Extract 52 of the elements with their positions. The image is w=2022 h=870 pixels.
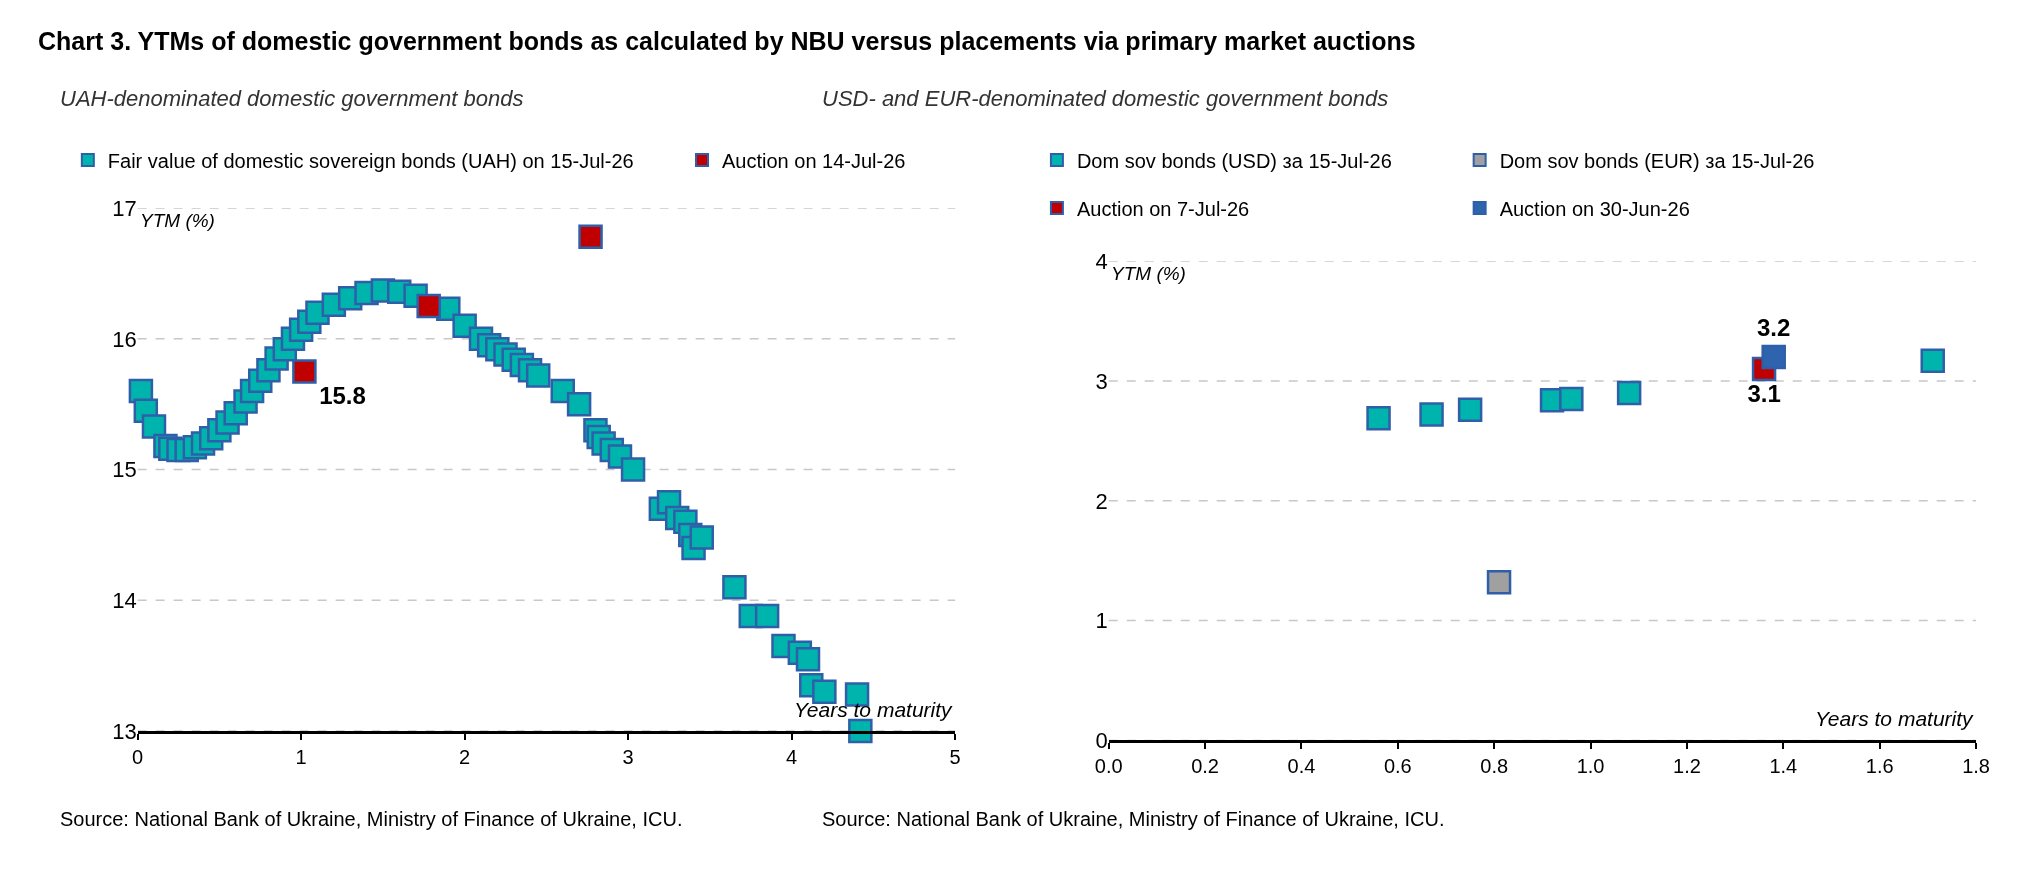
y-tick-label: 15 <box>112 457 137 483</box>
x-axis-title: Years to maturity <box>1815 707 1975 730</box>
y-tick-label: 3 <box>1095 368 1108 394</box>
data-label: 3.2 <box>1757 314 1791 342</box>
x-tick-label: 1.0 <box>1576 755 1605 778</box>
source-note: Source: National Bank of Ukraine, Ministry of Finance of Ukraine, ICU. <box>822 808 1445 830</box>
x-tick-label: 4 <box>786 746 798 769</box>
x-tick-label: 1.2 <box>1673 755 1701 778</box>
x-tick-label: 1.8 <box>1962 755 1990 778</box>
point <box>416 293 441 319</box>
point <box>1920 348 1945 373</box>
point <box>578 224 603 250</box>
x-tick-label: 2 <box>459 746 471 769</box>
x-tick-label: 5 <box>949 746 961 769</box>
legend-label: Auction on 14-Jul-26 <box>721 149 906 172</box>
legend-label: Dom sov bonds (EUR) за 15-Jul-26 <box>1499 149 1815 172</box>
point <box>1559 386 1584 412</box>
legend-label: Dom sov bonds (USD) за 15-Jul-26 <box>1076 149 1392 172</box>
legend-label: Auction on 30-Jun-26 <box>1499 197 1690 220</box>
legend-label: Fair value of domestic sovereign bonds (UAH) on 15-Jul-26 <box>107 149 634 172</box>
x-tick-label: 1.6 <box>1865 755 1894 778</box>
y-axis-title: YTM (%) <box>1111 263 1186 284</box>
x-tick-label: 0.4 <box>1287 755 1316 778</box>
data-label: 15.8 <box>319 382 366 410</box>
point <box>1419 402 1444 427</box>
point <box>1616 380 1642 406</box>
legend-label: Auction on 7-Jul-26 <box>1076 197 1250 220</box>
x-tick-label: 0.8 <box>1480 755 1509 778</box>
y-tick-label: 13 <box>112 718 137 744</box>
y-tick-label: 14 <box>112 588 137 614</box>
chart-subtitle: UAH-denominated domestic government bonds <box>60 86 524 111</box>
x-tick-label: 0.6 <box>1383 755 1412 778</box>
x-tick-label: 0.0 <box>1094 755 1123 778</box>
x-tick-label: 1.4 <box>1769 755 1798 778</box>
y-tick-label: 4 <box>1095 248 1108 274</box>
x-tick-label: 1 <box>295 746 307 769</box>
y-tick-label: 1 <box>1095 608 1108 634</box>
y-tick-label: 16 <box>112 326 137 352</box>
point <box>1761 344 1786 370</box>
point <box>1457 397 1483 423</box>
point <box>1486 570 1512 595</box>
y-tick-label: 2 <box>1095 488 1108 514</box>
y-tick-label: 17 <box>112 195 137 221</box>
data-label: 3.1 <box>1747 379 1781 407</box>
chart-title: Chart 3. YTMs of domestic government bonds as calculated by NBU versus placements via primary market auctions <box>38 27 1416 55</box>
point <box>1366 405 1391 431</box>
x-tick-label: 3 <box>622 746 634 769</box>
x-tick-label: 0.2 <box>1191 755 1219 778</box>
source-note: Source: National Bank of Ukraine, Ministry of Finance of Ukraine, ICU. <box>60 808 683 830</box>
y-axis-title: YTM (%) <box>140 210 215 231</box>
chart-subtitle: USD- and EUR-denominated domestic government bonds <box>822 86 1389 111</box>
point <box>292 359 317 384</box>
